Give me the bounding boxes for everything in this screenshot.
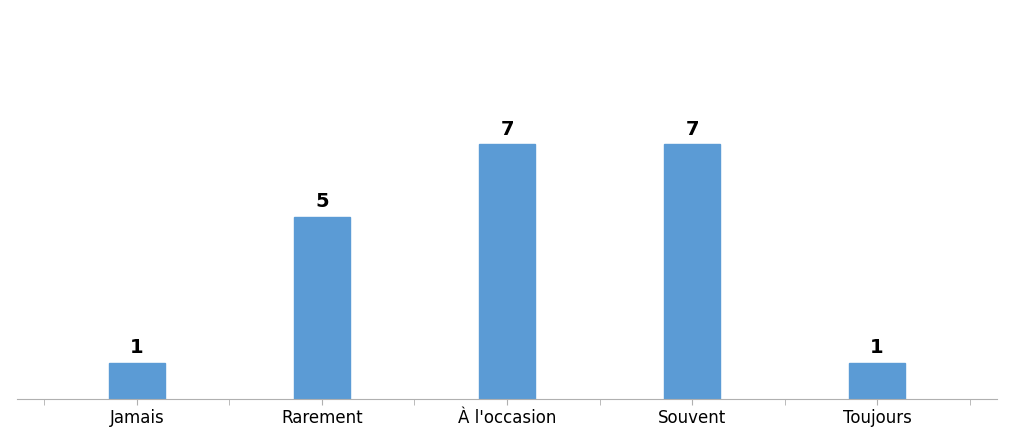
Text: 7: 7 [685, 119, 699, 139]
Bar [110, 362, 164, 399]
Bar [664, 144, 720, 399]
Text: 5: 5 [315, 192, 329, 211]
Text: 7: 7 [500, 119, 514, 139]
Text: 1: 1 [130, 338, 144, 357]
Bar [294, 217, 350, 399]
Bar [850, 362, 904, 399]
Bar [480, 144, 534, 399]
Text: 1: 1 [870, 338, 884, 357]
